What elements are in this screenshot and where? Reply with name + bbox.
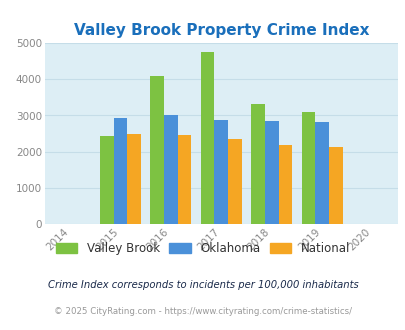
Bar — [200, 51, 214, 224]
Bar — [301, 112, 315, 224]
Bar — [164, 115, 177, 224]
Bar — [264, 120, 278, 224]
Legend: Valley Brook, Oklahoma, National: Valley Brook, Oklahoma, National — [53, 239, 352, 259]
Text: Crime Index corresponds to incidents per 100,000 inhabitants: Crime Index corresponds to incidents per… — [47, 280, 358, 290]
Bar — [214, 120, 228, 224]
Bar — [127, 134, 141, 224]
Bar — [177, 135, 191, 224]
Bar — [100, 136, 113, 224]
Bar — [113, 118, 127, 224]
Text: © 2025 CityRating.com - https://www.cityrating.com/crime-statistics/: © 2025 CityRating.com - https://www.city… — [54, 307, 351, 316]
Bar — [315, 122, 328, 224]
Bar — [328, 147, 342, 224]
Bar — [251, 104, 264, 224]
Bar — [150, 76, 164, 224]
Bar — [228, 139, 241, 224]
Title: Valley Brook Property Crime Index: Valley Brook Property Crime Index — [73, 22, 368, 38]
Bar — [278, 145, 292, 224]
